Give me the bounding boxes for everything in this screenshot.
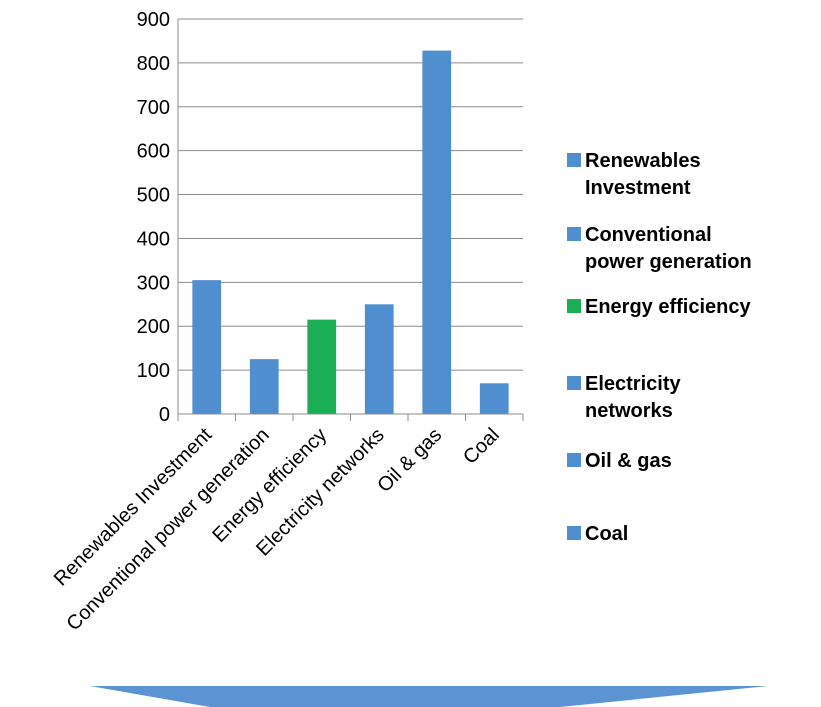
legend-label: Conventional — [585, 224, 712, 246]
x-tick-label: Oil & gas — [373, 424, 446, 497]
y-tick-label: 300 — [137, 272, 170, 294]
bars — [192, 50, 509, 414]
legend-swatch — [567, 153, 581, 167]
y-tick-label: 200 — [137, 316, 170, 338]
legend-label: Oil & gas — [585, 450, 672, 472]
y-tick-label: 0 — [159, 404, 170, 426]
legend-swatch — [567, 227, 581, 241]
gridlines — [178, 18, 523, 371]
bar-5 — [479, 383, 509, 414]
legend-entry: Coal — [567, 523, 628, 545]
legend-label: Renewables — [585, 150, 701, 172]
down-arrow-banner — [90, 686, 768, 707]
bar-3 — [364, 304, 394, 414]
y-tick-label: 700 — [137, 97, 170, 119]
legend-label: Energy efficiency — [585, 296, 752, 318]
legend-entry: Renewables Investment — [567, 150, 701, 199]
y-tick-label: 600 — [137, 141, 170, 163]
y-tick-label: 400 — [137, 228, 170, 250]
bar-0 — [192, 280, 222, 414]
legend-entry: Conventional power generation — [567, 224, 752, 273]
legend-swatch — [567, 376, 581, 390]
bar-1 — [249, 359, 279, 414]
y-tick-label: 100 — [137, 360, 170, 382]
legend-entry: Energy efficiency — [567, 296, 752, 318]
legend-entry: Oil & gas — [567, 450, 672, 472]
legend-label: Coal — [585, 523, 628, 545]
y-axis-tick-labels: 0 100 200 300 400 500 600 700 800 900 — [137, 9, 170, 426]
legend-entry: Electricity networks — [567, 373, 681, 422]
bar-4 — [422, 50, 452, 414]
x-tick-label: Coal — [459, 424, 504, 469]
y-tick-label: 900 — [137, 9, 170, 31]
legend-label: networks — [585, 400, 673, 422]
legend-swatch — [567, 299, 581, 313]
legend-swatch — [567, 453, 581, 467]
legend-label: power generation — [585, 251, 752, 273]
legend: Renewables Investment Conventional power ge… — [567, 150, 752, 545]
y-tick-label: 500 — [137, 185, 170, 207]
bar-2 — [307, 319, 337, 414]
legend-label: Electricity — [585, 373, 681, 395]
y-tick-label: 800 — [137, 53, 170, 75]
axes — [177, 19, 524, 421]
legend-swatch — [567, 526, 581, 540]
legend-label: Investment — [585, 177, 691, 199]
